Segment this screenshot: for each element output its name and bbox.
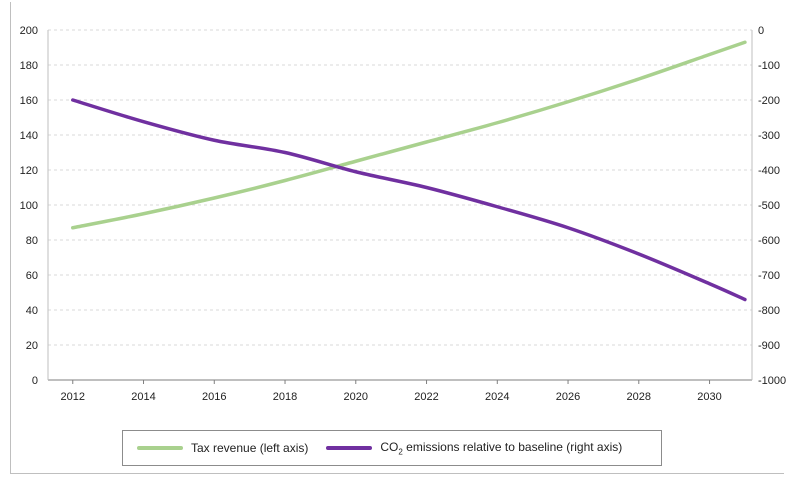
y-left-tick-100: 100 — [20, 200, 38, 212]
y-left-tick-80: 80 — [26, 235, 38, 247]
legend-label-co2: CO2 emissions relative to baseline (righ… — [380, 440, 622, 456]
y-right-tick--100: -100 — [758, 60, 780, 72]
y-right-tick--200: -200 — [758, 95, 780, 107]
legend-item-co2: CO2 emissions relative to baseline (righ… — [312, 440, 622, 456]
y-right-tick--700: -700 — [758, 270, 780, 282]
x-tick-2028: 2028 — [627, 391, 651, 403]
y-left-tick-180: 180 — [20, 60, 38, 72]
y-right-tick--800: -800 — [758, 305, 780, 317]
y-right-tick-0: 0 — [758, 25, 764, 37]
y-left-tick-40: 40 — [26, 305, 38, 317]
x-tick-2022: 2022 — [414, 391, 438, 403]
y-left-tick-20: 20 — [26, 340, 38, 352]
series-lines — [71, 40, 747, 302]
tick-labels: 0 20 40 60 80 100 120 140 160 180 200 0 -100 -200 -300… — [20, 25, 787, 403]
y-right-tick--900: -900 — [758, 340, 780, 352]
legend-label-tax: Tax revenue (left axis) — [191, 441, 309, 455]
x-tick-2030: 2030 — [697, 391, 721, 403]
y-left-tick-160: 160 — [20, 95, 38, 107]
series-line-tax — [71, 40, 747, 230]
chart-frame — [10, 2, 784, 474]
x-tick-2026: 2026 — [556, 391, 580, 403]
legend-co2-suffix: emissions relative to baseline (right ax… — [402, 439, 623, 454]
y-left-tick-140: 140 — [20, 130, 38, 142]
legend-item-tax: Tax revenue (left axis) — [123, 441, 308, 455]
legend: Tax revenue (left axis) CO2 emissions re… — [122, 430, 662, 466]
legend-swatch-co2 — [326, 445, 373, 450]
x-tick-2020: 2020 — [344, 391, 368, 403]
legend-co2-sub: 2 — [398, 447, 403, 457]
legend-co2-prefix: CO — [380, 439, 399, 454]
x-tick-2024: 2024 — [485, 391, 509, 403]
series-line-co2 — [71, 98, 747, 302]
y-right-tick--500: -500 — [758, 200, 780, 212]
legend-swatch-tax — [137, 446, 183, 450]
x-tick-2018: 2018 — [273, 391, 297, 403]
y-right-tick--400: -400 — [758, 165, 780, 177]
y-right-tick--600: -600 — [758, 235, 780, 247]
y-right-tick--300: -300 — [758, 130, 780, 142]
y-left-tick-120: 120 — [20, 165, 38, 177]
y-right-tick--1000: -1000 — [758, 375, 786, 387]
y-left-tick-200: 200 — [20, 25, 38, 37]
y-left-tick-60: 60 — [26, 270, 38, 282]
y-left-tick-0: 0 — [32, 375, 38, 387]
x-tick-2014: 2014 — [131, 391, 155, 403]
x-tick-2016: 2016 — [202, 391, 226, 403]
x-tick-2012: 2012 — [61, 391, 85, 403]
axes — [47, 30, 753, 384]
